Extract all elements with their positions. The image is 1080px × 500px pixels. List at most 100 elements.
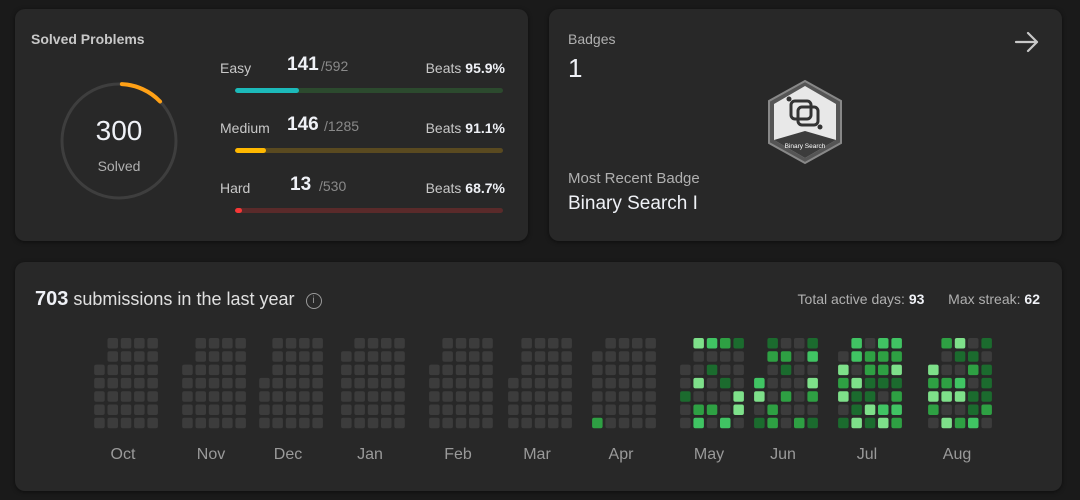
heatmap-cell[interactable] xyxy=(733,404,744,416)
heatmap-cell[interactable] xyxy=(941,377,952,389)
heatmap-cell[interactable] xyxy=(394,377,405,389)
heatmap-cell[interactable] xyxy=(632,391,643,402)
heatmap-cell[interactable] xyxy=(222,404,233,416)
heatmap-cell[interactable] xyxy=(928,364,939,376)
heatmap-cell[interactable] xyxy=(508,404,519,416)
heatmap-cell[interactable] xyxy=(733,351,744,362)
heatmap-cell[interactable] xyxy=(235,351,246,362)
heatmap-cell[interactable] xyxy=(838,391,849,402)
heatmap-cell[interactable] xyxy=(455,364,467,376)
heatmap-cell[interactable] xyxy=(134,391,145,402)
heatmap-cell[interactable] xyxy=(394,417,405,429)
heatmap-cell[interactable] xyxy=(851,351,862,362)
heatmap-cell[interactable] xyxy=(120,404,132,416)
heatmap-cell[interactable] xyxy=(720,338,731,349)
heatmap-cell[interactable] xyxy=(851,364,862,376)
heatmap-cell[interactable] xyxy=(381,391,392,402)
heatmap-cell[interactable] xyxy=(367,351,379,362)
heatmap-cell[interactable] xyxy=(941,364,952,376)
heatmap-cell[interactable] xyxy=(94,404,105,416)
heatmap-cell[interactable] xyxy=(381,417,392,429)
heatmap-cell[interactable] xyxy=(272,391,283,402)
heatmap-cell[interactable] xyxy=(780,377,792,389)
heatmap-cell[interactable] xyxy=(147,391,158,402)
heatmap-cell[interactable] xyxy=(107,417,119,429)
heatmap-cell[interactable] xyxy=(222,417,233,429)
heatmap-cell[interactable] xyxy=(455,377,467,389)
heatmap-cell[interactable] xyxy=(259,417,270,429)
heatmap-cell[interactable] xyxy=(720,364,731,376)
heatmap-cell[interactable] xyxy=(838,417,849,429)
heatmap-cell[interactable] xyxy=(838,364,849,376)
heatmap-cell[interactable] xyxy=(482,391,493,402)
heatmap-cell[interactable] xyxy=(120,338,132,349)
arrow-right-icon[interactable] xyxy=(1014,29,1040,55)
heatmap-cell[interactable] xyxy=(182,404,193,416)
heatmap-cell[interactable] xyxy=(928,417,939,429)
heatmap-cell[interactable] xyxy=(394,391,405,402)
heatmap-cell[interactable] xyxy=(981,404,992,416)
heatmap-cell[interactable] xyxy=(469,404,480,416)
heatmap-cell[interactable] xyxy=(645,377,656,389)
heatmap-cell[interactable] xyxy=(794,338,805,349)
heatmap-cell[interactable] xyxy=(94,391,105,402)
badges-card[interactable]: Badges 1 Binary Search Most Recent Badge… xyxy=(549,9,1062,241)
heatmap-cell[interactable] xyxy=(618,351,630,362)
heatmap-cell[interactable] xyxy=(968,404,979,416)
heatmap-cell[interactable] xyxy=(592,404,603,416)
heatmap-cell[interactable] xyxy=(632,364,643,376)
heatmap-cell[interactable] xyxy=(941,338,952,349)
heatmap-cell[interactable] xyxy=(605,391,616,402)
heatmap-cell[interactable] xyxy=(767,377,778,389)
heatmap-cell[interactable] xyxy=(312,351,323,362)
heatmap-cell[interactable] xyxy=(208,391,220,402)
heatmap-cell[interactable] xyxy=(222,338,233,349)
heatmap-cell[interactable] xyxy=(354,351,365,362)
heatmap-cell[interactable] xyxy=(222,351,233,362)
heatmap-cell[interactable] xyxy=(521,338,532,349)
heatmap-cell[interactable] xyxy=(107,351,119,362)
heatmap-cell[interactable] xyxy=(195,351,207,362)
heatmap-cell[interactable] xyxy=(838,377,849,389)
heatmap-cell[interactable] xyxy=(807,417,818,429)
heatmap-cell[interactable] xyxy=(693,364,704,376)
heatmap-cell[interactable] xyxy=(381,404,392,416)
heatmap-cell[interactable] xyxy=(381,351,392,362)
heatmap-cell[interactable] xyxy=(592,417,603,429)
heatmap-cell[interactable] xyxy=(851,377,862,389)
heatmap-cell[interactable] xyxy=(469,417,480,429)
heatmap-cell[interactable] xyxy=(968,391,979,402)
heatmap-cell[interactable] xyxy=(235,391,246,402)
heatmap-cell[interactable] xyxy=(981,417,992,429)
heatmap-cell[interactable] xyxy=(693,351,704,362)
heatmap-cell[interactable] xyxy=(794,364,805,376)
heatmap-cell[interactable] xyxy=(618,417,630,429)
heatmap-cell[interactable] xyxy=(693,338,704,349)
heatmap-cell[interactable] xyxy=(548,404,559,416)
heatmap-cell[interactable] xyxy=(807,364,818,376)
heatmap-cell[interactable] xyxy=(891,377,902,389)
heatmap-cell[interactable] xyxy=(645,338,656,349)
heatmap-cell[interactable] xyxy=(706,377,718,389)
heatmap-cell[interactable] xyxy=(299,338,310,349)
heatmap-cell[interactable] xyxy=(482,364,493,376)
heatmap-cell[interactable] xyxy=(134,338,145,349)
heatmap-cell[interactable] xyxy=(367,417,379,429)
heatmap-cell[interactable] xyxy=(469,351,480,362)
heatmap-cell[interactable] xyxy=(367,338,379,349)
heatmap-cell[interactable] xyxy=(521,351,532,362)
heatmap-cell[interactable] xyxy=(680,377,691,389)
heatmap-cell[interactable] xyxy=(548,417,559,429)
heatmap-cell[interactable] xyxy=(928,391,939,402)
heatmap-cell[interactable] xyxy=(272,377,283,389)
heatmap-cell[interactable] xyxy=(864,364,876,376)
heatmap-cell[interactable] xyxy=(299,404,310,416)
heatmap-cell[interactable] xyxy=(455,417,467,429)
heatmap-cell[interactable] xyxy=(235,364,246,376)
heatmap-cell[interactable] xyxy=(981,338,992,349)
heatmap-cell[interactable] xyxy=(981,391,992,402)
heatmap-cell[interactable] xyxy=(235,338,246,349)
heatmap-cell[interactable] xyxy=(482,377,493,389)
heatmap-cell[interactable] xyxy=(235,404,246,416)
heatmap-cell[interactable] xyxy=(864,391,876,402)
